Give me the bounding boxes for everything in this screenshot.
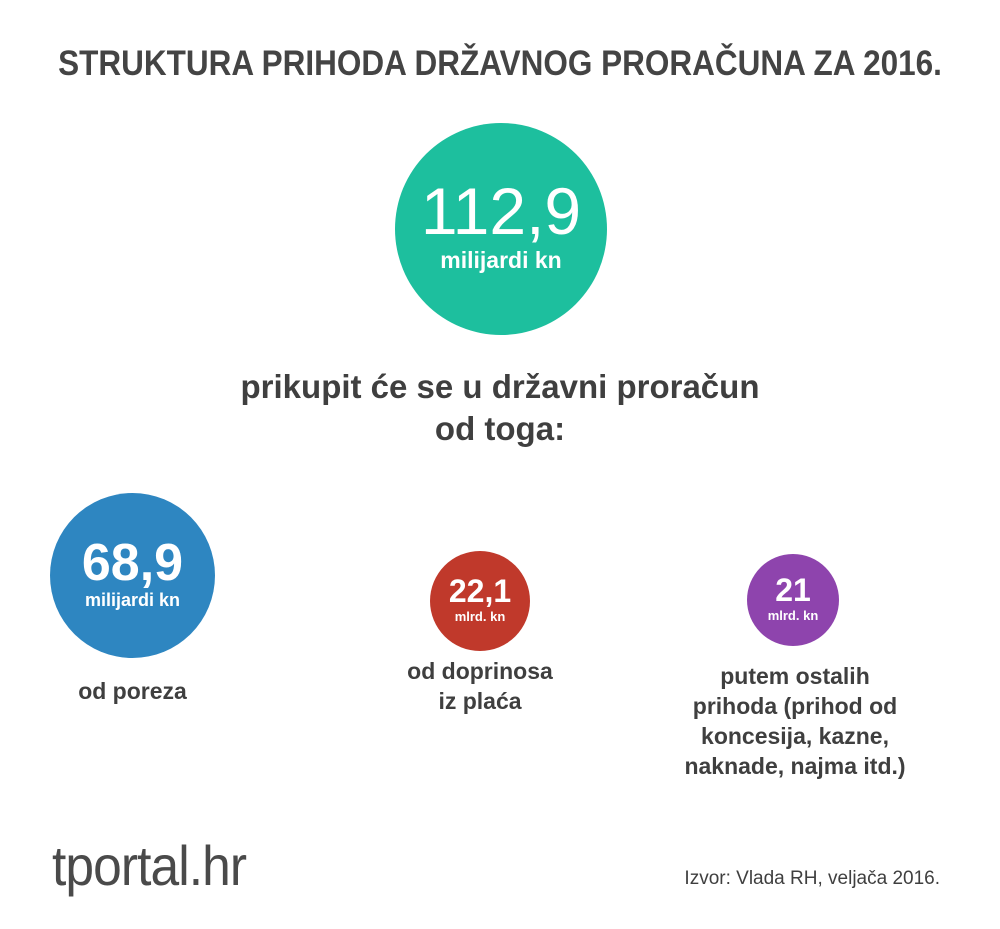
caption-line: putem ostalih — [720, 663, 870, 689]
caption-line: koncesija, kazne, — [701, 723, 889, 749]
total-revenue-unit: milijardi kn — [440, 247, 562, 274]
tax-revenue-caption: od poreza — [30, 676, 235, 706]
other-revenue-value: 21 — [775, 572, 811, 609]
contributions-revenue-circle: 22,1 mlrd. kn — [430, 551, 530, 651]
tax-revenue-unit: milijardi kn — [84, 589, 181, 610]
subtitle-line-2: od toga: — [434, 410, 566, 447]
contributions-revenue-unit: mlrd. kn — [454, 609, 506, 625]
subtitle-line-1: prikupit će se u državni proračun — [240, 368, 760, 405]
tportal-logo: tportal.hr — [52, 834, 247, 897]
source-note: Izvor: Vlada RH, veljača 2016. — [684, 868, 940, 889]
other-revenue-caption: putem ostalih prihoda (prihod od koncesi… — [650, 661, 940, 781]
subtitle: prikupit će se u državni proračun od tog… — [0, 366, 1000, 450]
total-revenue-circle: 112,9 milijardi kn — [395, 123, 607, 335]
caption-line: prihoda (prihod od — [692, 693, 898, 719]
tax-revenue-circle: 68,9 milijardi kn — [50, 493, 215, 658]
other-revenue-circle: 21 mlrd. kn — [747, 554, 839, 646]
page-title: STRUKTURA PRIHODA DRŽAVNOG PRORAČUNA ZA … — [58, 44, 942, 83]
caption-line: iz plaća — [438, 688, 522, 714]
total-revenue-value: 112,9 — [420, 174, 582, 249]
other-revenue-unit: mlrd. kn — [767, 608, 819, 624]
caption-line: od poreza — [78, 678, 187, 704]
caption-line: naknade, najma itd.) — [684, 753, 906, 779]
tax-revenue-value: 68,9 — [81, 533, 184, 592]
contributions-revenue-value: 22,1 — [448, 573, 512, 610]
caption-line: od doprinosa — [407, 658, 553, 684]
contributions-revenue-caption: od doprinosa iz plaća — [380, 656, 580, 716]
